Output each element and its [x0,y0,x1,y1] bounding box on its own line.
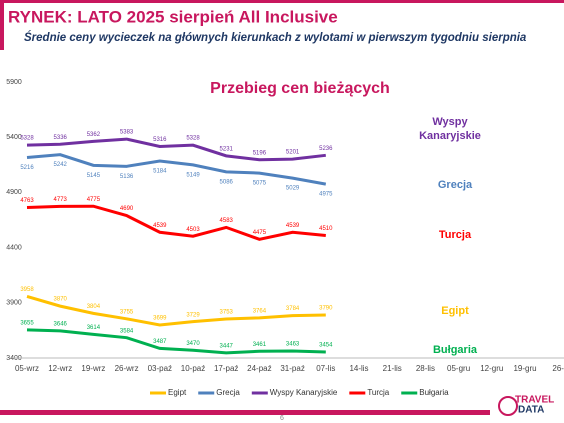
data-label: 4503 [186,227,200,233]
x-tick-label: 21-lis [383,364,402,373]
data-label: 5231 [220,146,234,152]
data-label: 5184 [153,169,167,175]
legend-label: Turcja [367,388,389,397]
data-label: 4773 [54,197,68,203]
data-label: 5362 [87,132,101,138]
data-label: 3764 [253,308,267,314]
data-label: 3487 [153,339,167,345]
data-label: 3447 [220,343,234,349]
data-label: 3470 [186,341,200,347]
x-tick-label: 26-wrz [115,364,139,373]
series-label: Turcja [438,229,472,241]
series-label: Wyspy Kanaryjskie [419,116,481,142]
y-tick-label: 4400 [6,244,22,251]
data-label: 5383 [120,130,134,136]
data-label: 5086 [220,179,234,185]
data-label: 5216 [20,165,34,171]
y-tick-label: 4900 [6,189,22,196]
data-label: 3463 [286,342,300,348]
y-tick-label: 5400 [6,134,22,141]
line [26,153,327,186]
data-label: 4583 [220,218,234,224]
data-label: 4475 [253,230,267,236]
data-label: 5075 [253,181,267,187]
data-label: 5328 [20,136,34,142]
x-tick-label: 14-lis [349,364,368,373]
logo-text: DATA [518,405,544,416]
data-label: 3461 [253,342,267,348]
x-tick-label: 28-lis [416,364,435,373]
y-tick-label: 5900 [6,79,22,86]
series-label: Grecja [437,179,473,191]
page-number: 6 [280,415,284,422]
data-label: 3804 [87,304,101,310]
data-label: 5236 [319,146,333,152]
chart-title: Przebieg cen bieżących [210,80,390,97]
data-label: 3614 [87,325,101,331]
logo-text: TRAVEL [515,395,554,406]
data-label: 5242 [54,162,68,168]
data-label: 3699 [153,316,167,322]
data-label: 4763 [20,198,34,204]
data-label: 3646 [54,321,68,327]
line [26,137,326,162]
line [26,294,326,327]
top-bar [0,0,564,3]
x-tick-label: 05-gru [447,364,470,373]
bottom-bar [0,410,490,415]
x-tick-label: 12-gru [480,364,503,373]
data-label: 4690 [120,206,134,212]
data-label: 4975 [319,192,333,198]
x-tick-label: 19-gru [513,364,536,373]
data-label: 3454 [319,343,333,349]
data-label: 3753 [220,310,234,316]
data-label: 3755 [120,309,134,315]
data-label: 3784 [286,306,300,312]
x-tick-label: 10-paź [181,364,205,373]
legend-label: Wyspy Kanaryjskie [270,388,338,397]
data-label: 5196 [253,150,267,156]
data-label: 5316 [153,137,167,143]
x-tick-label: 31-paź [280,364,304,373]
data-label: 3790 [319,306,333,312]
data-label: 4775 [87,197,101,203]
data-label: 5029 [286,186,300,192]
data-label: 3958 [20,287,34,293]
data-label: 3584 [120,328,134,334]
data-label: 3655 [20,320,34,326]
data-label: 5336 [54,135,68,141]
series-label: Bułgaria [432,344,477,356]
x-tick-label: 05-wrz [15,364,39,373]
data-label: 5136 [120,174,134,180]
x-tick-label: 17-paź [214,364,238,373]
x-tick-label: 07-lis [316,364,335,373]
data-label: 4510 [319,226,333,232]
y-tick-label: 3900 [6,300,22,307]
data-label: 4539 [286,223,300,229]
data-label: 3729 [186,312,200,318]
legend-label: Bułgaria [419,388,449,397]
line [26,328,326,355]
x-tick-label: 03-paź [148,364,172,373]
line [26,204,326,241]
x-tick-label: 19-wrz [81,364,105,373]
legend-label: Egipt [168,388,187,397]
data-label: 3870 [54,297,68,303]
logo-icon [498,396,518,416]
title: RYNEK: LATO 2025 sierpień All Inclusive [8,7,338,26]
data-label: 5145 [87,173,101,179]
legend-label: Grecja [216,388,240,397]
x-tick-label: 12-wrz [48,364,72,373]
data-label: 4539 [153,223,167,229]
data-label: 5328 [186,136,200,142]
subtitle: Średnie ceny wycieczek na głównych kieru… [24,31,527,44]
side-bar [0,0,4,50]
series-label: Egipt [441,305,469,317]
data-label: 5149 [186,172,200,178]
data-label: 5201 [286,150,300,156]
x-tick-label: 24-paź [247,364,271,373]
x-tick-label: 26- [552,364,564,373]
